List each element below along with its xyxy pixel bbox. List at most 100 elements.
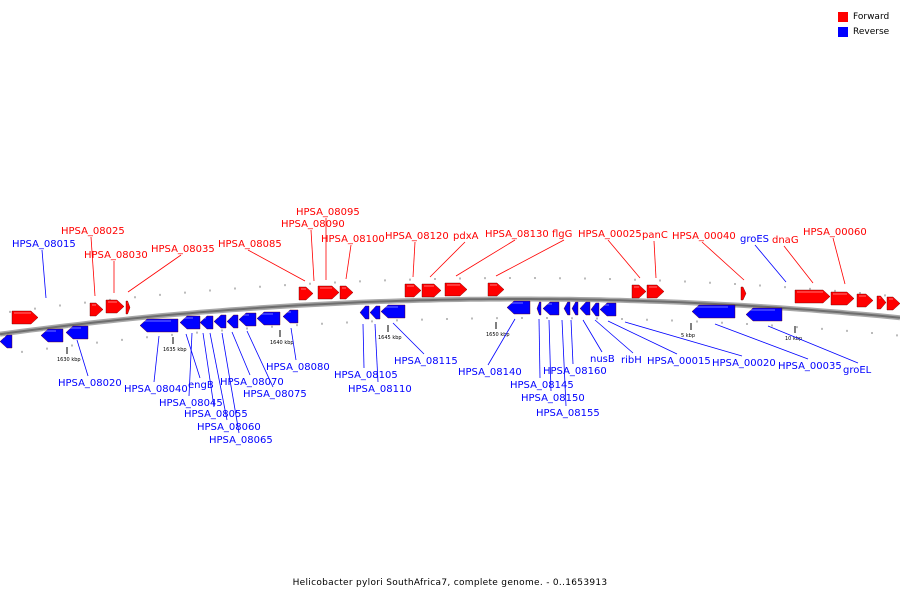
- forward-gene-arrow: [11, 310, 39, 325]
- scale-label: 5 kbp: [681, 333, 695, 339]
- reverse-gene-arrow: [691, 304, 736, 319]
- reverse-gene-label: HPSA_08060: [197, 422, 261, 433]
- reverse-gene-label: HPSA_08080: [266, 362, 330, 373]
- reverse-gene-arrow: [238, 312, 257, 327]
- forward-gene-arrow: [886, 296, 900, 311]
- reverse-gene-arrow: [506, 300, 531, 315]
- scale-label: 1650 kbp: [486, 332, 510, 338]
- gene-leader-line: [188, 332, 193, 397]
- reverse-gene-arrow: [571, 301, 579, 316]
- forward-gene-arrow: [125, 300, 131, 315]
- gene-leader-line: [582, 319, 603, 353]
- forward-gene-arrow: [421, 283, 442, 298]
- legend-reverse-label: Reverse: [853, 26, 890, 37]
- reverse-gene-label: HPSA_08140: [458, 367, 522, 378]
- gene-leader-line: [127, 254, 182, 293]
- forward-gene-label: HPSA_08130: [485, 229, 549, 240]
- reverse-gene-label: HPSA_08070: [220, 377, 284, 388]
- forward-gene-label: HPSA_08030: [84, 250, 148, 261]
- gene-leader-line: [374, 323, 379, 383]
- reverse-gene-arrow: [179, 315, 201, 330]
- reverse-gene-label: HPSA_08160: [543, 366, 607, 377]
- map-caption: Helicobacter pylori SouthAfrica7, comple…: [292, 578, 608, 588]
- forward-gene-label: flgG: [552, 229, 572, 240]
- reverse-gene-arrow: [256, 311, 281, 326]
- gene-leader-line: [247, 249, 306, 282]
- forward-gene-label: panC: [642, 230, 668, 241]
- forward-gene-label: HPSA_00025: [578, 229, 642, 240]
- forward-gene-arrow: [105, 299, 125, 314]
- reverse-gene-arrow: [599, 302, 617, 317]
- forward-gene-label: HPSA_08090: [281, 219, 345, 230]
- forward-gene-arrow: [646, 284, 665, 299]
- reverse-gene-label: HPSA_08110: [348, 384, 412, 395]
- forward-gene-arrow: [631, 284, 647, 299]
- gene-leader-line: [392, 322, 425, 355]
- forward-gene-arrow: [487, 282, 505, 297]
- legend-reverse: Reverse: [838, 24, 889, 39]
- gene-leader-line: [290, 327, 297, 361]
- reverse-gene-arrow: [0, 334, 13, 349]
- forward-gene-arrow: [794, 289, 831, 304]
- scale-label: 1630 kbp: [57, 357, 81, 363]
- reverse-gene-arrow: [199, 315, 214, 330]
- forward-gene-arrow: [317, 285, 340, 300]
- forward-gene-label: HPSA_00060: [803, 227, 867, 238]
- reverse-gene-arrow: [139, 318, 179, 333]
- forward-gene-arrow: [298, 286, 314, 301]
- reverse-gene-arrow: [65, 325, 89, 340]
- gene-leader-line: [345, 244, 352, 280]
- gene-leader-line: [701, 241, 745, 281]
- forward-gene-label: HPSA_08035: [151, 244, 215, 255]
- forward-gene-label: dnaG: [772, 235, 799, 246]
- reverse-gene-arrow: [563, 301, 571, 316]
- forward-swatch-icon: [838, 11, 848, 22]
- reverse-gene-label: ribH: [621, 355, 642, 366]
- forward-gene-label: HPSA_08120: [385, 231, 449, 242]
- reverse-gene-arrow: [579, 301, 591, 316]
- forward-gene-label: HPSA_08015: [12, 239, 76, 250]
- reverse-gene-arrow: [536, 301, 542, 316]
- gene-leader-line: [90, 236, 96, 297]
- reverse-gene-label: HPSA_08055: [184, 409, 248, 420]
- forward-gene-arrow: [876, 295, 887, 310]
- forward-gene-label: groES: [740, 234, 769, 245]
- reverse-gene-label: HPSA_08065: [209, 435, 273, 446]
- reverse-gene-arrow: [226, 314, 239, 329]
- reverse-gene-label: groEL: [843, 365, 872, 376]
- gene-leader-line: [209, 332, 228, 421]
- scale-label: 10 kbp: [785, 336, 802, 342]
- reverse-gene-arrow: [369, 305, 381, 320]
- reverse-gene-label: HPSA_08150: [521, 393, 585, 404]
- forward-gene-arrow: [89, 302, 104, 317]
- scale-label: 1635 kbp: [163, 347, 187, 353]
- gene-leader-line: [570, 319, 574, 365]
- forward-gene-label: HPSA_00040: [672, 231, 736, 242]
- reverse-gene-arrow: [590, 302, 600, 317]
- legend-forward: Forward: [838, 9, 889, 24]
- forward-gene-arrow: [740, 286, 747, 301]
- gene-leader-line: [455, 239, 516, 277]
- gene-leader-line: [429, 241, 466, 278]
- gene-leader-line: [783, 245, 814, 284]
- gene-leader-line: [185, 333, 201, 379]
- gene-leader-line: [548, 319, 552, 392]
- gene-leader-line: [538, 318, 541, 379]
- gene-leader-line: [153, 335, 160, 383]
- forward-gene-label: HPSA_08025: [61, 226, 125, 237]
- reverse-gene-arrow: [745, 307, 783, 322]
- reverse-gene-label: nusB: [590, 354, 615, 365]
- gene-leader-line: [653, 240, 657, 279]
- scale-label: 1645 kbp: [378, 335, 402, 341]
- forward-gene-arrow: [339, 285, 354, 300]
- forward-gene-label: pdxA: [453, 231, 479, 242]
- gene-leader-line: [202, 332, 215, 408]
- gene-leader-line: [832, 237, 846, 285]
- forward-gene-label: HPSA_08085: [218, 239, 282, 250]
- forward-gene-arrow: [444, 282, 468, 297]
- reverse-swatch-icon: [838, 26, 848, 37]
- gene-leader-line: [495, 239, 565, 277]
- gene-leader-line: [246, 330, 274, 388]
- reverse-gene-label: HPSA_08115: [394, 356, 458, 367]
